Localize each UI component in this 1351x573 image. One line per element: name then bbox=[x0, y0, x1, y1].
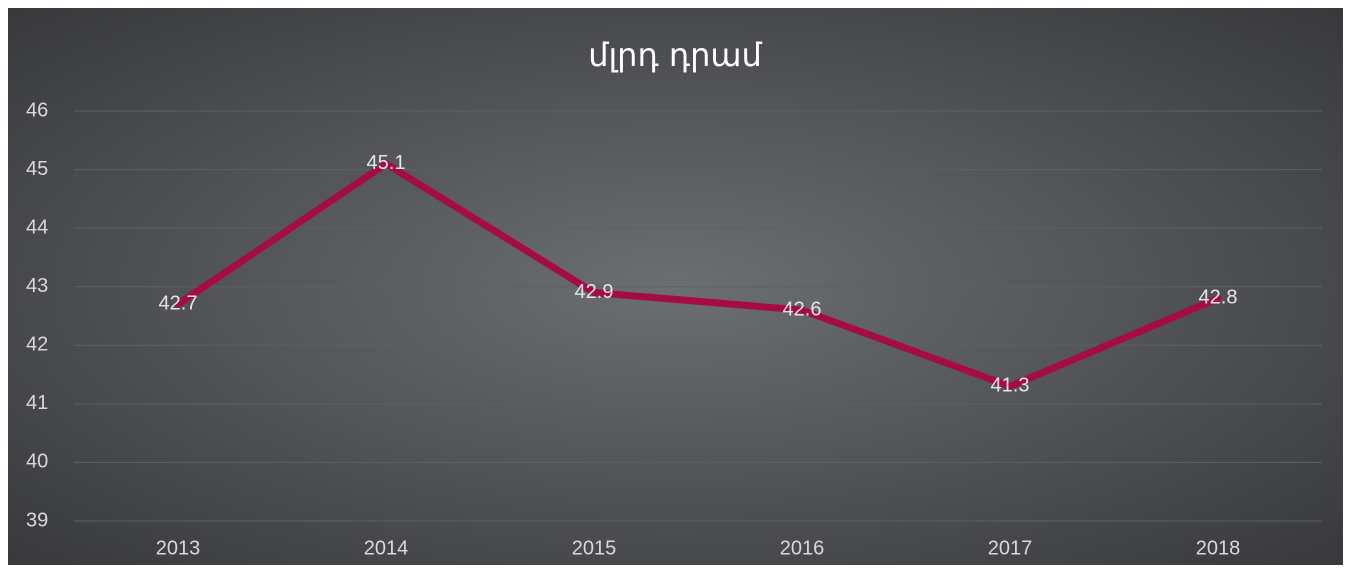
y-tick-label: 46 bbox=[26, 99, 48, 121]
x-tick-label: 2017 bbox=[988, 537, 1033, 559]
y-tick-label: 41 bbox=[26, 392, 48, 414]
y-tick-label: 45 bbox=[26, 158, 48, 180]
x-tick-label: 2015 bbox=[572, 537, 617, 559]
x-tick-label: 2016 bbox=[780, 537, 825, 559]
x-tick-label: 2013 bbox=[156, 537, 201, 559]
data-label: 42.7 bbox=[159, 293, 198, 315]
data-label: 41.3 bbox=[991, 375, 1030, 397]
y-tick-label: 43 bbox=[26, 275, 48, 297]
y-tick-label: 40 bbox=[26, 451, 48, 473]
y-tick-label: 42 bbox=[26, 334, 48, 356]
x-tick-label: 2014 bbox=[364, 537, 409, 559]
chart-title: մլրդ դրամ bbox=[588, 36, 762, 74]
data-label: 45.1 bbox=[367, 152, 406, 174]
data-label: 42.8 bbox=[1199, 287, 1238, 309]
data-label: 42.9 bbox=[575, 281, 614, 303]
data-line bbox=[174, 160, 1222, 390]
y-tick-label: 44 bbox=[26, 216, 48, 238]
x-tick-label: 2018 bbox=[1196, 537, 1241, 559]
data-label: 42.6 bbox=[783, 298, 822, 320]
y-tick-label: 39 bbox=[26, 509, 48, 531]
